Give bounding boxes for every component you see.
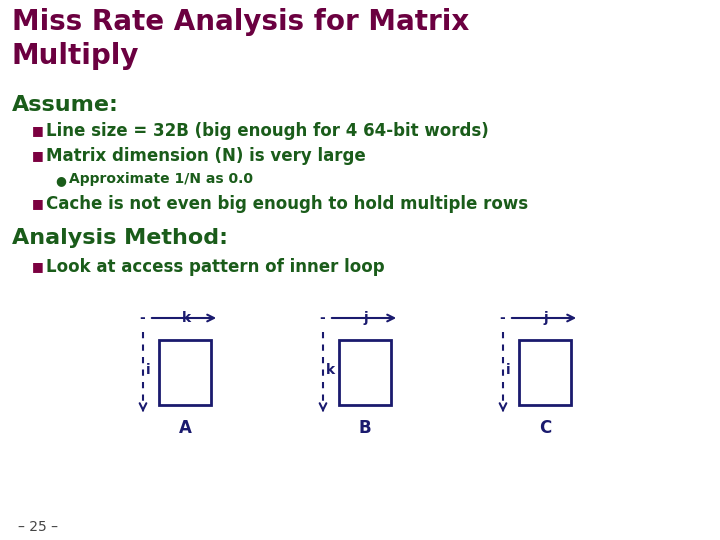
- Bar: [519, 340, 571, 405]
- Text: ■: ■: [32, 124, 44, 137]
- Text: C: C: [539, 419, 551, 437]
- Text: Line size = 32B (big enough for 4 64-bit words): Line size = 32B (big enough for 4 64-bit…: [46, 122, 489, 140]
- Text: Matrix dimension (N) is very large: Matrix dimension (N) is very large: [46, 147, 366, 165]
- Text: Look at access pattern of inner loop: Look at access pattern of inner loop: [46, 258, 384, 276]
- Text: ■: ■: [32, 149, 44, 162]
- Text: -: -: [499, 311, 505, 325]
- Bar: [159, 340, 211, 405]
- Text: -: -: [139, 311, 145, 325]
- Text: ■: ■: [32, 197, 44, 210]
- Text: A: A: [179, 419, 192, 437]
- Text: B: B: [359, 419, 372, 437]
- Text: Miss Rate Analysis for Matrix
Multiply: Miss Rate Analysis for Matrix Multiply: [12, 8, 469, 70]
- Text: ●: ●: [55, 174, 66, 187]
- Text: ■: ■: [32, 260, 44, 273]
- Text: k: k: [181, 311, 191, 325]
- Text: k: k: [326, 363, 335, 377]
- Bar: [339, 340, 391, 405]
- Text: – 25 –: – 25 –: [18, 520, 58, 534]
- Text: j: j: [544, 311, 549, 325]
- Text: j: j: [364, 311, 369, 325]
- Text: Analysis Method:: Analysis Method:: [12, 228, 228, 248]
- Text: Approximate 1/N as 0.0: Approximate 1/N as 0.0: [69, 172, 253, 186]
- Text: Cache is not even big enough to hold multiple rows: Cache is not even big enough to hold mul…: [46, 195, 528, 213]
- Text: -: -: [319, 311, 325, 325]
- Text: Assume:: Assume:: [12, 95, 119, 115]
- Text: i: i: [506, 363, 510, 377]
- Text: i: i: [146, 363, 150, 377]
